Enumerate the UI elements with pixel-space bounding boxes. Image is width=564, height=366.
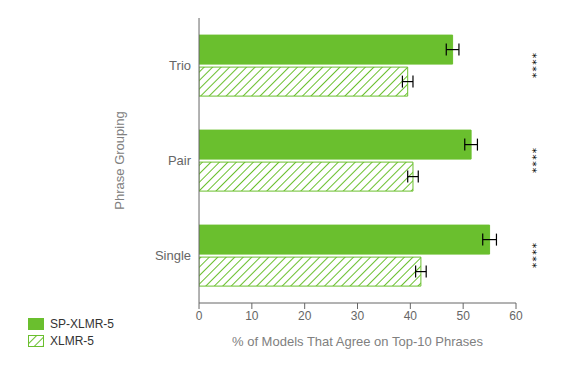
svg-text:Trio: Trio — [169, 58, 191, 73]
svg-text:40: 40 — [404, 309, 418, 323]
svg-text:20: 20 — [298, 309, 312, 323]
svg-text:50: 50 — [456, 309, 470, 323]
svg-text:10: 10 — [245, 309, 259, 323]
svg-text:Pair: Pair — [168, 153, 192, 168]
svg-text:Phrase Grouping: Phrase Grouping — [112, 111, 127, 209]
svg-text:Single: Single — [155, 248, 191, 263]
svg-text:% of Models That Agree on Top-: % of Models That Agree on Top-10 Phrases — [232, 334, 484, 349]
svg-text:****: **** — [530, 52, 543, 79]
svg-text:0: 0 — [196, 309, 203, 323]
svg-text:****: **** — [530, 242, 543, 269]
svg-text:30: 30 — [351, 309, 365, 323]
html-text:XLMR-5: XLMR-5 — [50, 334, 94, 348]
svg-text:****: **** — [530, 147, 543, 174]
html-text:SP-XLMR-5: SP-XLMR-5 — [50, 317, 114, 331]
svg-text:60: 60 — [509, 309, 523, 323]
